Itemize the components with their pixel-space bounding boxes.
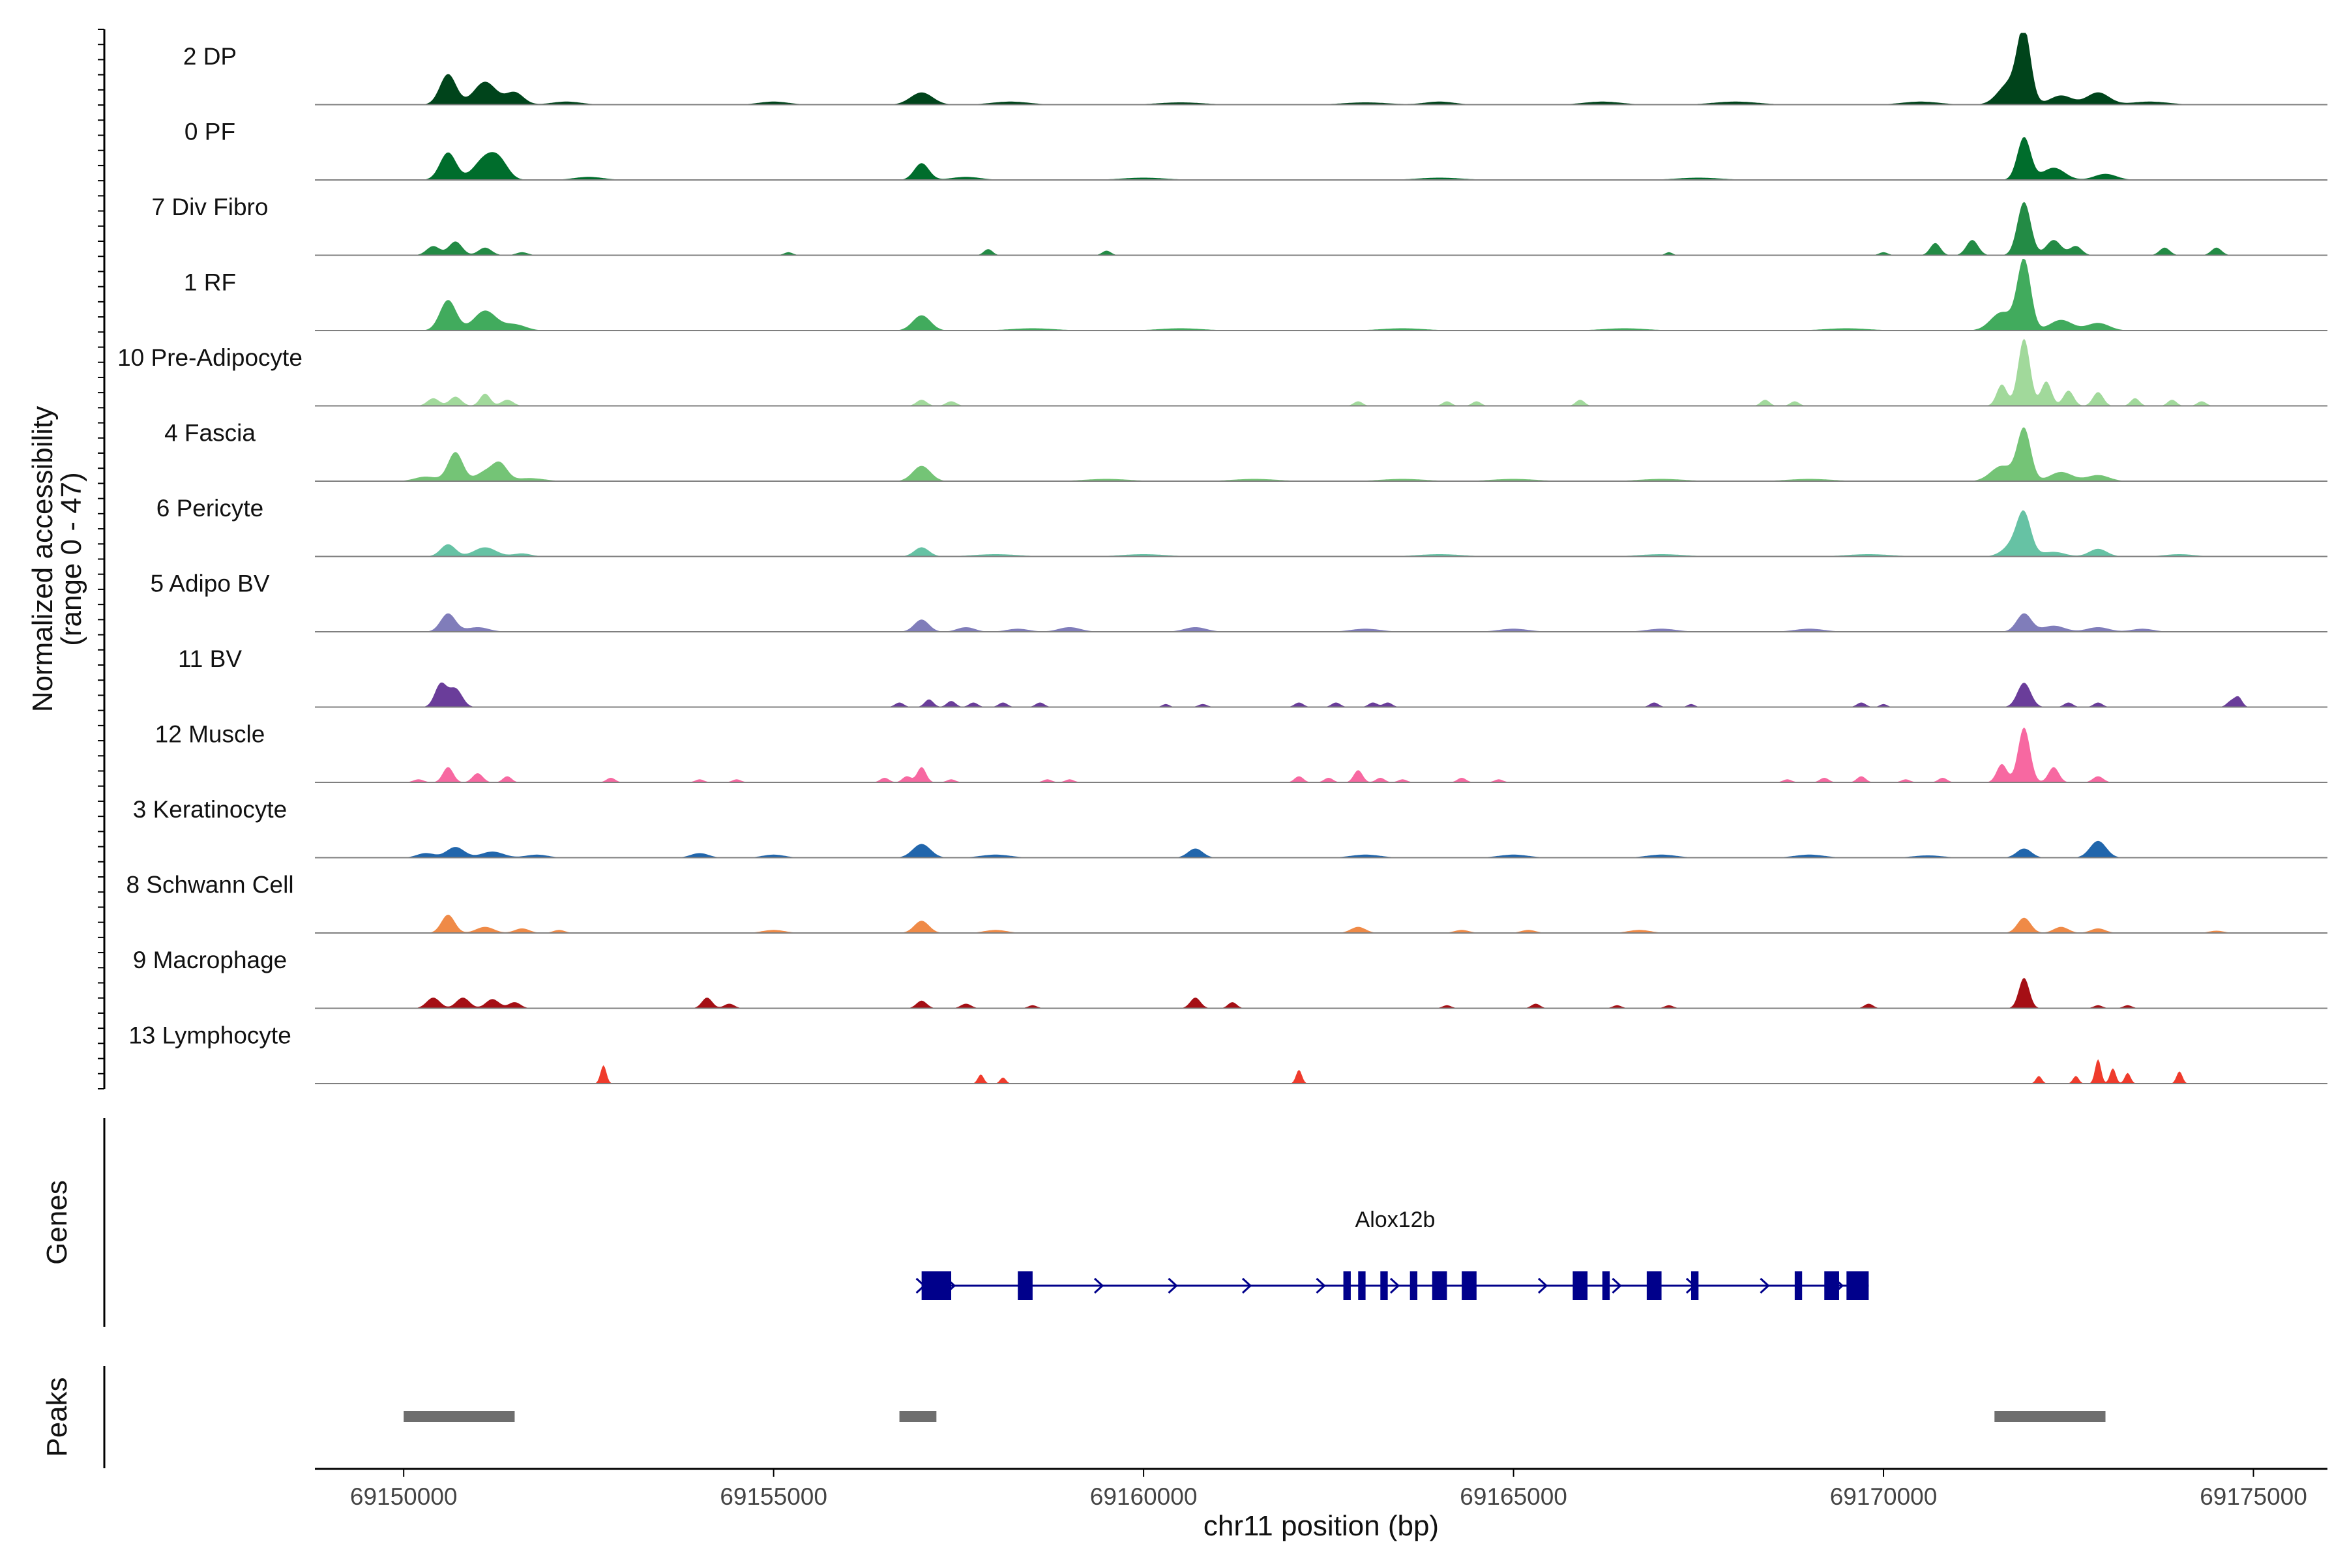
track-label: 9 Macrophage [133, 947, 288, 973]
exon [1462, 1271, 1477, 1300]
track-12-muscle: 12 Muscle [155, 721, 2327, 783]
y-axis: Normalized accessibility (range 0 - 47) [27, 29, 106, 1089]
exon [1432, 1271, 1447, 1300]
coverage-area [315, 840, 2254, 858]
strand-arrow [1760, 1277, 1770, 1294]
peak-bar [1994, 1411, 2106, 1422]
coverage-area [315, 682, 2254, 707]
track-6-pericyte: 6 Pericyte [156, 495, 2327, 557]
strand-arrow [1168, 1277, 1178, 1294]
coverage-area [315, 1059, 2254, 1084]
peak-bar [404, 1411, 515, 1422]
track-label: 8 Schwann Cell [126, 872, 293, 898]
peaks-track: Peaks [41, 1366, 2106, 1468]
track-label: 6 Pericyte [156, 495, 264, 522]
strand-arrow [1537, 1277, 1548, 1294]
track-11-bv: 11 BV [178, 645, 2327, 708]
track-9-macrophage: 9 Macrophage [133, 947, 2327, 1009]
x-tick-label: 69155000 [720, 1483, 827, 1510]
track-10-pre-adipocyte: 10 Pre-Adipocyte [117, 338, 2327, 407]
peak-bar [899, 1411, 937, 1422]
exon [1846, 1271, 1869, 1300]
coverage-area [315, 977, 2254, 1009]
track-13-lymphocyte: 13 Lymphocyte [128, 1022, 2327, 1084]
x-tick-label: 69160000 [1090, 1483, 1198, 1510]
track-label: 5 Adipo BV [150, 570, 269, 597]
exon [1358, 1271, 1366, 1300]
x-tick-label: 69165000 [1460, 1483, 1567, 1510]
strand-arrow [1094, 1277, 1104, 1294]
exon [1572, 1271, 1588, 1300]
track-3-keratinocyte: 3 Keratinocyte [133, 796, 2327, 859]
x-axis: chr11 position (bp) 69150000 69155000 6916… [315, 1468, 2327, 1542]
track-label: 13 Lymphocyte [128, 1022, 291, 1049]
x-tick-label: 69170000 [1830, 1483, 1938, 1510]
track-5-adipo-bv: 5 Adipo BV [150, 570, 2327, 632]
track-0-pf: 0 PF [185, 119, 2327, 181]
exon [1343, 1271, 1351, 1300]
x-tick-label: 69150000 [350, 1483, 458, 1510]
strand-arrow [1389, 1277, 1400, 1294]
track-label: 10 Pre-Adipocyte [117, 344, 303, 371]
x-tick-label: 69175000 [2200, 1483, 2307, 1510]
track-label: 12 Muscle [155, 721, 265, 748]
track-7-div-fibro: 7 Div Fibro [152, 194, 2327, 256]
exon [1690, 1271, 1699, 1300]
coverage-area [315, 338, 2254, 406]
genes-panel-title: Genes [41, 1180, 73, 1265]
track-label: 1 RF [184, 269, 236, 296]
coverage-area [315, 33, 2254, 105]
exon [921, 1271, 952, 1300]
track-4-fascia: 4 Fascia [164, 420, 2327, 482]
exon [1602, 1271, 1610, 1300]
track-label: 0 PF [185, 119, 235, 145]
exon [1018, 1271, 1033, 1300]
coverage-area [315, 259, 2254, 331]
coverage-area [315, 510, 2254, 557]
y-axis-range-label: (range 0 - 47) [55, 472, 87, 646]
coverage-area [315, 201, 2254, 256]
track-2-dp: 2 DP [183, 33, 2327, 106]
exon [1824, 1271, 1839, 1300]
gene-label: Alox12b [1355, 1207, 1436, 1232]
x-axis-title: chr11 position (bp) [1203, 1510, 1439, 1542]
track-label: 4 Fascia [164, 420, 256, 447]
strand-arrow [1612, 1277, 1622, 1294]
coverage-area [315, 914, 2254, 933]
track-label: 2 DP [183, 43, 237, 70]
exon [1794, 1271, 1803, 1300]
coverage-area [315, 136, 2254, 180]
track-label: 7 Div Fibro [152, 194, 269, 220]
genes-track: Genes Alox12b [41, 1118, 1869, 1327]
track-label: 11 BV [178, 645, 242, 672]
exon [1410, 1271, 1418, 1300]
coverage-area [315, 613, 2254, 632]
strand-arrow [1316, 1277, 1326, 1294]
exon [1380, 1271, 1388, 1300]
exon [1646, 1271, 1662, 1300]
coverage-tracks: 2 DP 0 PF 7 Div Fibro 1 RF 10 Pre-Adipocyte 4… [117, 33, 2327, 1084]
track-1-rf: 1 RF [184, 259, 2327, 331]
track-8-schwann-cell: 8 Schwann Cell [126, 872, 2327, 934]
strand-arrow [1241, 1277, 1252, 1294]
peaks-panel-title: Peaks [41, 1377, 73, 1457]
coverage-area [315, 427, 2254, 481]
y-axis-title: Normalized accessibility [27, 406, 59, 712]
track-label: 3 Keratinocyte [133, 796, 288, 823]
coverage-area [315, 727, 2254, 782]
gene-alox12b: Alox12b [915, 1207, 1869, 1300]
